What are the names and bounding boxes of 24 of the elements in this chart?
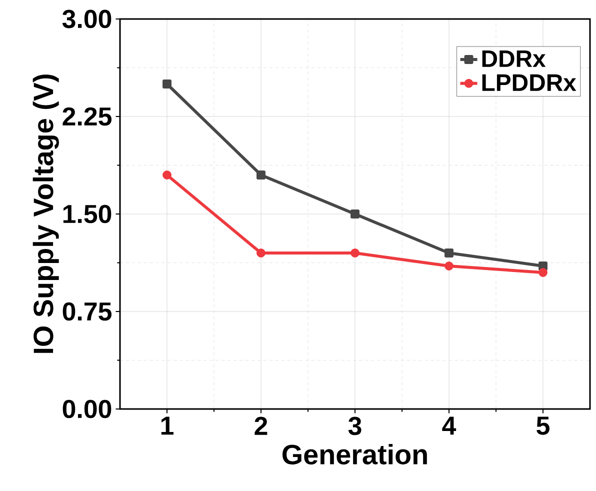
point [256,248,266,258]
y-tick-label: 3.00 [62,10,112,28]
point [162,80,172,88]
point [538,268,548,277]
legend-label: DDRx [482,50,546,67]
y-tick-label: 0.75 [62,302,112,321]
x-tick-label: 1 [161,416,174,435]
x-tick-label: 4 [442,416,456,435]
point [538,262,548,270]
point [350,248,360,258]
point [444,248,454,258]
y-axis-title: IO Supply Voltage (V) [32,74,59,353]
x-tick-label: 3 [348,416,362,436]
point [350,210,360,218]
point [256,170,266,180]
y-tick-label: 2.25 [62,107,112,126]
point [444,262,454,270]
x-tick-label: 5 [536,416,550,435]
legend-label: LPDDRx [482,74,576,91]
y-tick-label: 0.00 [62,400,112,418]
x-tick-label: 2 [254,416,268,435]
point [162,170,172,180]
y-tick-label: 1.50 [63,204,112,224]
x-axis-title: Generation [282,444,427,464]
